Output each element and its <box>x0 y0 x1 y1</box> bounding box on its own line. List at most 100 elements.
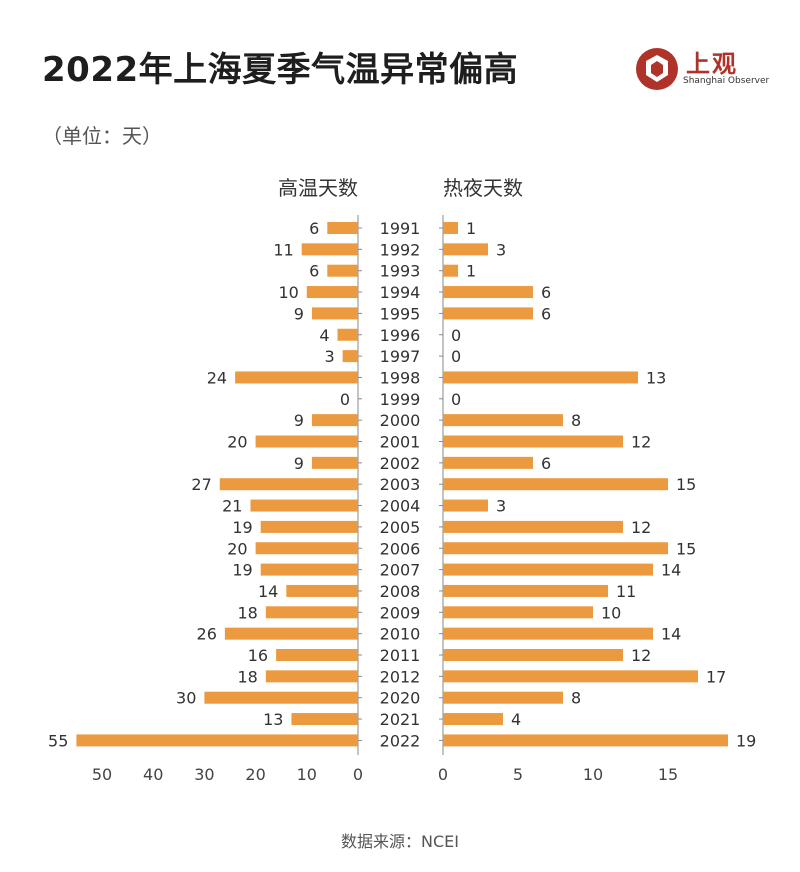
hot-day-value: 55 <box>48 731 68 750</box>
hot-night-value: 8 <box>571 689 581 708</box>
hot-day-bar <box>265 606 358 619</box>
hot-day-bar <box>311 307 358 320</box>
right-axis-tick-label: 5 <box>513 765 523 784</box>
year-label: 2021 <box>380 710 421 729</box>
hot-day-value: 0 <box>340 390 350 409</box>
logo-icon <box>636 48 678 90</box>
hot-night-value: 11 <box>616 582 636 601</box>
hot-day-value: 6 <box>309 219 319 238</box>
hot-night-bar <box>443 520 623 533</box>
data-source: 数据来源：NCEI <box>341 832 459 851</box>
year-label: 2003 <box>380 475 421 494</box>
hot-night-value: 13 <box>646 368 666 387</box>
left-axis-tick-label: 40 <box>143 765 163 784</box>
hot-day-bar <box>224 627 358 640</box>
hot-night-bar <box>443 435 623 448</box>
year-label: 2005 <box>380 518 421 537</box>
hot-day-value: 24 <box>207 368 227 387</box>
hot-night-value: 0 <box>451 347 461 366</box>
hot-night-bar <box>443 649 623 661</box>
hot-day-value: 6 <box>309 262 319 281</box>
hot-day-value: 16 <box>248 646 268 665</box>
left-axis-tick-label: 0 <box>353 765 363 784</box>
logo-name: 上观 <box>686 50 738 78</box>
hot-day-value: 19 <box>232 561 252 580</box>
hot-night-bar <box>443 584 608 597</box>
hot-night-value: 14 <box>661 561 681 580</box>
hot-night-bar <box>443 286 533 299</box>
hot-night-bar <box>443 734 728 747</box>
hot-night-bar <box>443 371 638 384</box>
chart-title: 2022年上海夏季气温异常偏高 <box>42 50 519 90</box>
right-axis-tick-label: 15 <box>658 765 678 784</box>
hot-night-bar <box>443 563 653 576</box>
hot-day-value: 13 <box>263 710 283 729</box>
left-axis-tick-label: 10 <box>297 765 317 784</box>
year-label: 2012 <box>380 667 421 686</box>
hot-day-bar <box>76 734 359 747</box>
hot-day-value: 21 <box>222 497 242 516</box>
hot-night-bar <box>443 499 488 512</box>
hot-day-value: 4 <box>319 326 329 345</box>
hot-day-value: 26 <box>197 625 217 644</box>
year-label: 2006 <box>380 539 421 558</box>
hot-day-bar <box>260 520 358 533</box>
hot-night-value: 12 <box>631 433 651 452</box>
left-axis-tick-label: 30 <box>194 765 214 784</box>
hot-day-value: 3 <box>324 347 334 366</box>
hot-day-bar <box>250 499 358 512</box>
hot-day-value: 14 <box>258 582 278 601</box>
year-label: 2008 <box>380 582 421 601</box>
year-label: 1997 <box>380 347 421 366</box>
hot-day-bar <box>291 713 358 726</box>
hot-night-bar <box>443 713 503 726</box>
hot-night-value: 4 <box>511 710 521 729</box>
year-label: 2004 <box>380 497 421 516</box>
hot-night-value: 3 <box>496 240 506 259</box>
year-label: 2020 <box>380 689 421 708</box>
hot-night-bar <box>443 627 653 640</box>
hot-day-value: 9 <box>294 454 304 473</box>
year-label: 1994 <box>380 283 421 302</box>
hot-day-value: 9 <box>294 304 304 323</box>
hot-day-value: 10 <box>278 283 298 302</box>
hot-night-value: 3 <box>496 497 506 516</box>
left-axis-tick-label: 50 <box>92 765 112 784</box>
year-label: 1992 <box>380 240 421 259</box>
hot-day-value: 18 <box>237 603 257 622</box>
hot-night-value: 15 <box>676 539 696 558</box>
right-axis-tick-label: 10 <box>583 765 603 784</box>
hot-night-bar <box>443 691 563 704</box>
hot-day-value: 19 <box>232 518 252 537</box>
hot-night-bar <box>443 414 563 427</box>
hot-night-value: 15 <box>676 475 696 494</box>
hot-day-bar <box>255 435 358 448</box>
hot-night-bar <box>443 264 458 277</box>
hot-night-value: 19 <box>736 731 756 750</box>
hot-night-value: 6 <box>541 304 551 323</box>
hot-day-bar <box>327 222 358 234</box>
hot-day-bar <box>301 243 358 256</box>
hot-night-value: 6 <box>541 283 551 302</box>
hot-day-bar <box>255 542 358 555</box>
hot-night-value: 10 <box>601 603 621 622</box>
hot-day-value: 9 <box>294 411 304 430</box>
hot-night-value: 1 <box>466 262 476 281</box>
hot-night-value: 17 <box>706 667 726 686</box>
left-series-header: 高温天数 <box>278 176 358 200</box>
year-label: 2007 <box>380 561 421 580</box>
hot-day-bar <box>342 350 358 363</box>
hot-day-bar <box>276 649 358 661</box>
year-label: 1995 <box>380 304 421 323</box>
hot-night-bar <box>443 456 533 469</box>
hot-night-value: 0 <box>451 326 461 345</box>
year-label: 2009 <box>380 603 421 622</box>
hot-night-bar <box>443 542 668 555</box>
hot-day-value: 18 <box>237 667 257 686</box>
hot-day-bar <box>219 478 358 491</box>
logo-subtitle: Shanghai Observer <box>683 76 770 86</box>
hot-night-value: 12 <box>631 518 651 537</box>
hot-day-bar <box>327 264 358 277</box>
year-label: 2010 <box>380 625 421 644</box>
hot-day-value: 20 <box>227 433 247 452</box>
